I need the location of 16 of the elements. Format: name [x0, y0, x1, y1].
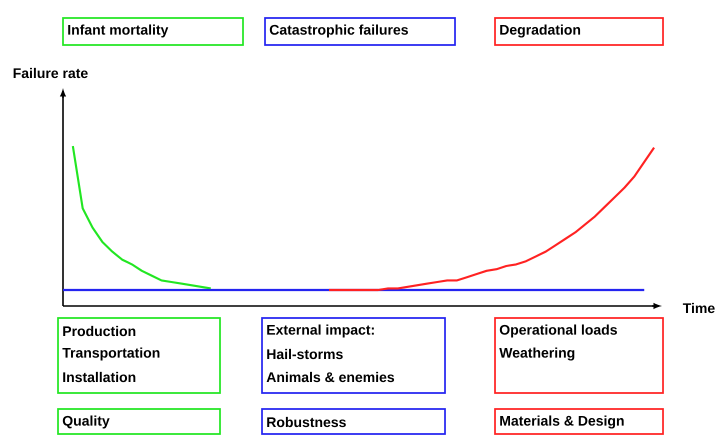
text: Catastrophic failures [270, 24, 408, 38]
y-axis-title: Failure rate [14, 68, 88, 78]
text: Production [63, 326, 136, 336]
text: Operational loads [500, 324, 617, 338]
text: Weathering [499, 347, 574, 361]
text: Transportation [62, 347, 160, 361]
text: Degradation [500, 24, 580, 38]
text: Installation [63, 372, 136, 382]
text: Infant mortality [68, 24, 168, 38]
text: Hail-storms [267, 348, 343, 360]
text: External impact: [267, 324, 374, 338]
text: Robustness [267, 416, 346, 428]
text: Animals & enemies [266, 372, 394, 382]
text: Materials & Design [500, 415, 624, 429]
x-axis-title: Time [682, 302, 715, 314]
text: Quality [62, 415, 110, 429]
